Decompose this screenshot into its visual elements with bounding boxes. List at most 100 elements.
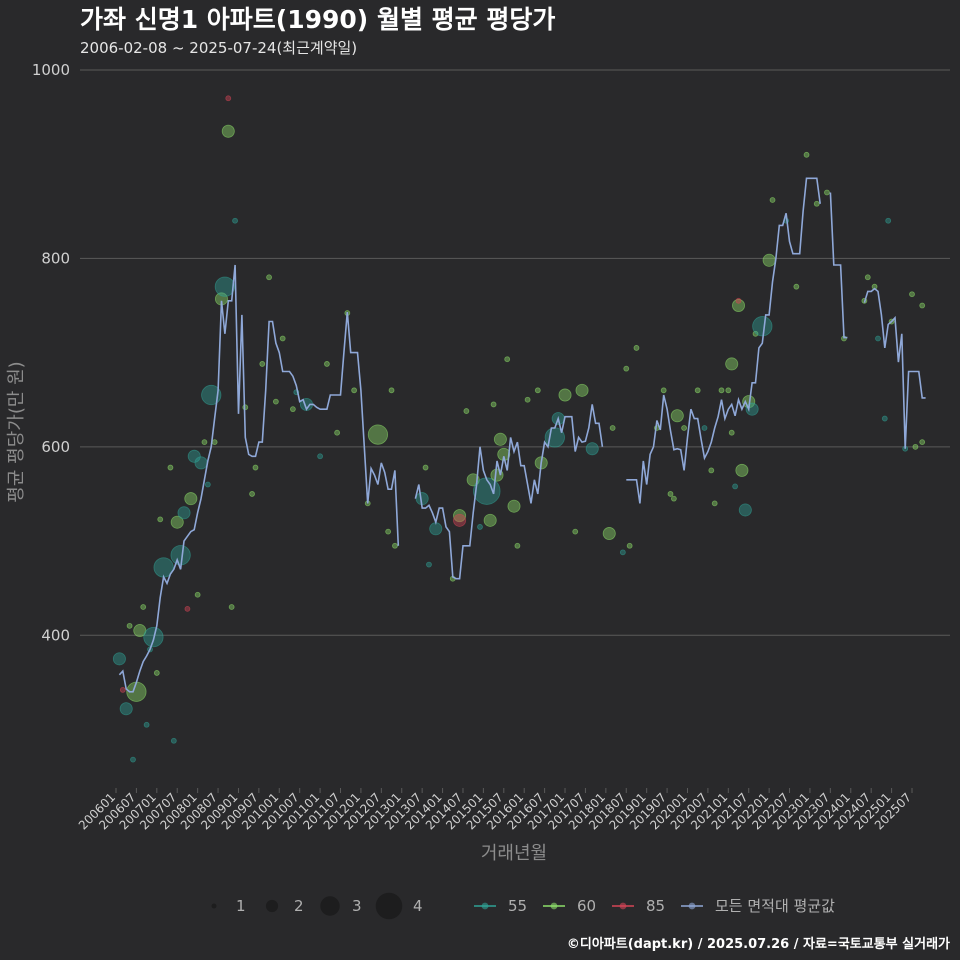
- data-point-55: [187, 449, 201, 463]
- data-point-60: [732, 299, 746, 313]
- average-line-segment: [118, 264, 400, 693]
- data-point-60: [575, 383, 589, 397]
- data-point-60: [289, 406, 296, 413]
- data-point-85: [453, 513, 467, 527]
- data-point-55: [177, 506, 191, 520]
- data-point-60: [507, 499, 521, 513]
- color-legend-dot: [619, 902, 627, 910]
- data-point-60: [334, 429, 341, 436]
- data-point-85: [735, 297, 742, 304]
- size-legend-circle: [375, 892, 403, 920]
- chart-subtitle: 2006-02-08 ~ 2025-07-24(최근계약일): [80, 39, 357, 57]
- data-point-60: [351, 387, 358, 394]
- data-point-60: [184, 492, 198, 506]
- data-point-60: [221, 124, 235, 138]
- size-legend-circle: [211, 903, 217, 909]
- data-point-55: [119, 702, 133, 716]
- y-tick-label: 800: [41, 249, 70, 267]
- data-point-55: [426, 561, 432, 568]
- data-point-60: [813, 200, 820, 207]
- data-point-55: [732, 483, 739, 490]
- data-point-60: [126, 622, 133, 629]
- data-point-60: [660, 387, 667, 394]
- data-point-60: [259, 361, 266, 367]
- chart-title: 가좌 신명1 아파트(1990) 월별 평균 평당가: [80, 5, 555, 34]
- data-point-85: [119, 687, 126, 693]
- color-legend-label: 85: [646, 897, 665, 915]
- data-point-60: [803, 151, 810, 158]
- data-point-60: [626, 542, 633, 549]
- average-line-segment: [626, 177, 821, 504]
- size-legend-circle: [265, 899, 279, 913]
- data-point-60: [572, 528, 579, 535]
- data-point-55: [881, 415, 888, 422]
- data-point-55: [170, 545, 191, 566]
- size-legend: 1 2 3 4: [211, 892, 423, 920]
- data-point-60: [609, 425, 616, 431]
- data-point-60: [919, 439, 926, 446]
- data-point-55: [477, 524, 483, 530]
- data-point-60: [167, 464, 174, 471]
- data-point-60: [633, 345, 640, 351]
- data-point-55: [317, 453, 324, 460]
- chart-caption: ©디아파트(dapt.kr) / 2025.07.26 / 자료=국토교통부 실…: [567, 936, 950, 952]
- data-point-60: [483, 513, 497, 527]
- color-legend-label: 모든 면적대 평균값: [715, 897, 835, 915]
- data-point-60: [735, 463, 749, 477]
- data-point-60: [864, 274, 871, 281]
- data-point-55: [585, 442, 599, 456]
- data-point-55: [885, 217, 892, 224]
- data-point-60: [524, 396, 531, 403]
- data-point-60: [490, 401, 497, 408]
- data-point-60: [153, 670, 160, 676]
- data-point-55: [214, 276, 235, 297]
- data-point-60: [422, 464, 429, 471]
- y-tick-label: 600: [41, 438, 70, 456]
- data-point-55: [170, 737, 177, 744]
- data-point-60: [324, 361, 330, 367]
- data-point-60: [752, 330, 759, 337]
- data-point-55: [204, 481, 211, 488]
- data-point-60: [385, 528, 392, 535]
- data-point-55: [701, 425, 708, 431]
- data-point-60: [272, 398, 279, 405]
- data-point-60: [170, 515, 184, 529]
- data-point-60: [211, 439, 218, 446]
- size-legend-label: 3: [352, 897, 362, 915]
- data-point-60: [670, 409, 684, 423]
- data-point-60: [504, 356, 511, 363]
- y-axis-ticks: 400 600 800 1000: [32, 61, 70, 644]
- data-point-60: [718, 387, 725, 394]
- average-line-segment: [863, 287, 926, 449]
- data-point-60: [711, 500, 718, 507]
- data-point-60: [194, 591, 201, 598]
- average-line: [118, 177, 926, 693]
- size-legend-circle: [320, 896, 340, 916]
- data-point-55: [738, 503, 752, 517]
- data-point-60: [252, 464, 259, 471]
- data-point-60: [463, 408, 470, 414]
- data-point-60: [534, 387, 541, 394]
- data-point-60: [667, 491, 674, 497]
- data-point-55: [232, 217, 238, 224]
- data-point-60: [725, 357, 739, 371]
- data-point-60: [762, 253, 776, 267]
- color-legend-dot: [550, 902, 558, 910]
- data-point-60: [728, 429, 735, 436]
- data-point-60: [249, 491, 255, 497]
- data-point-55: [201, 384, 222, 406]
- data-point-60: [708, 467, 715, 474]
- data-point-60: [493, 432, 507, 446]
- data-point-60: [670, 495, 677, 502]
- size-legend-label: 2: [294, 897, 304, 915]
- color-legend-label: 60: [577, 897, 596, 915]
- data-point-60: [694, 387, 701, 394]
- data-point-60: [453, 509, 467, 523]
- y-tick-label: 400: [41, 626, 70, 644]
- data-point-55: [143, 721, 150, 728]
- data-point-60: [514, 542, 521, 549]
- average-line-segment: [829, 192, 848, 339]
- data-point-60: [602, 527, 616, 541]
- color-legend: 55 60 85 모든 면적대 평균값: [474, 897, 835, 915]
- data-point-60: [367, 424, 389, 445]
